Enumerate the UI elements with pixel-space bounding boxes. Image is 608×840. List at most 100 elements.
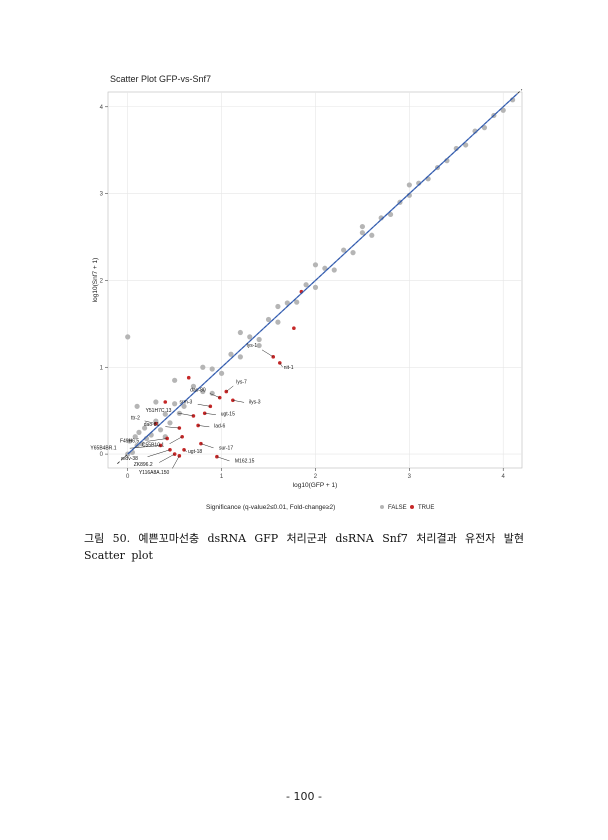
legend-label: FALSE [388,505,407,511]
point-label: ugt-15 [221,411,235,417]
point-false [350,250,356,256]
x-axis-label: log10(GFP + 1) [293,482,338,489]
point-false [341,247,347,253]
point-label: ilys-3 [249,399,261,405]
label-leader [147,438,168,442]
point-label: lys-7 [236,380,247,386]
point-false [322,265,328,271]
y-tick-label: 2 [100,278,104,284]
point-false [142,425,148,431]
label-leader [198,425,210,428]
label-leader [169,436,183,444]
point-false [247,334,253,340]
point-false [303,282,309,288]
point-false [162,411,168,417]
point-label: M162.15 [235,459,255,465]
fit-line [127,93,518,455]
point-false [237,354,243,360]
label-leader [200,443,214,449]
point-label: dao-81 [144,422,160,428]
point-false [172,401,178,407]
point-true [292,326,296,330]
point-label: srm-3 [180,399,193,405]
label-leader [279,362,283,368]
figure: Scatter Plot GFP-vs-Snf7 log10(GFP + 1) … [90,74,523,511]
point-label: lys-1 [247,343,258,349]
point-false [125,334,131,340]
point-false [200,364,206,370]
point-false [126,438,133,444]
point-label: ugt-18 [188,449,202,455]
point-false [157,427,164,433]
point-false [132,434,138,440]
label-leader [216,456,230,462]
point-label: C55B10.1 [142,443,164,449]
point-false [500,107,506,113]
legend-key [410,505,414,509]
point-false [209,366,215,372]
point-false [463,142,469,148]
point-true [186,375,191,380]
point-false [359,223,366,230]
label-leader [261,349,274,358]
y-tick-label: 4 [100,105,104,111]
label-leader [129,445,161,449]
point-false [237,329,243,336]
legend-key [380,505,384,509]
point-true [217,395,222,400]
figure-caption: 그림 50. 예쁜꼬마선충 dsRNA GFP 처리군과 dsRNA Snf7 … [84,532,524,562]
point-label: ZK896.2 [134,462,153,468]
point-false [181,403,187,409]
point-label: Y116A8A.150 [139,470,170,476]
point-false [228,351,234,357]
point-true [163,400,168,404]
x-tick-label: 2 [314,474,318,480]
label-leader [172,455,180,469]
point-false [172,377,178,383]
label-leader [177,412,194,417]
point-false [481,125,488,131]
point-false [167,420,173,426]
x-tick-label: 3 [408,474,412,480]
point-label: dao-80 [190,388,206,394]
point-label: lad-6 [214,423,225,429]
point-label: sur-17 [219,446,233,452]
point-true [271,355,276,359]
chart-title: Scatter Plot GFP-vs-Snf7 [110,74,211,84]
legend-title: Significance (q-value2≤0.01, Fold-change… [206,504,335,511]
point-label: nit-1 [284,365,294,371]
point-false [331,267,337,273]
point-false [359,230,366,236]
label-leader [147,449,171,458]
y-tick-label: 3 [100,192,104,198]
x-tick-label: 0 [126,474,130,480]
point-false [134,403,140,409]
legend-label: TRUE [418,505,434,511]
x-tick-label: 4 [502,474,506,480]
label-leader [232,400,245,403]
y-tick-label: 1 [100,365,104,371]
label-leader [183,449,187,453]
point-false [275,303,281,310]
point-false [265,316,272,323]
point-false [369,232,375,238]
label-leader [204,413,216,415]
point-false [312,262,319,268]
point-false [136,429,142,435]
label-leader [209,393,220,398]
point-label: ttr-2 [131,416,140,422]
point-false [256,342,262,349]
x-tick-label: 1 [220,474,224,480]
point-false [153,399,159,405]
point-false [190,383,197,389]
label-leader [165,426,180,429]
point-false [284,300,290,306]
point-false [256,336,262,343]
point-false [200,388,206,395]
y-tick-label: 0 [100,452,104,458]
label-leader [159,453,175,463]
point-false [153,418,159,424]
point-false [406,182,412,188]
point-false [275,319,281,325]
